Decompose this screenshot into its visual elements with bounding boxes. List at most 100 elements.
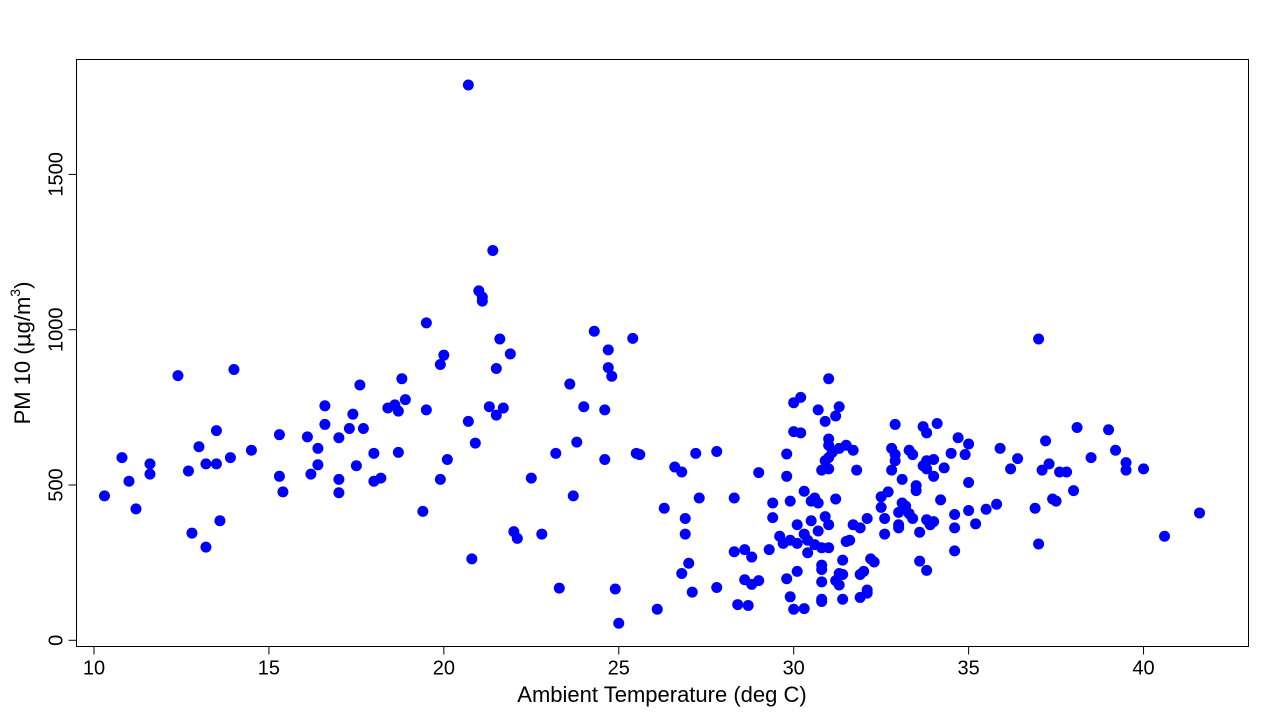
data-point bbox=[746, 551, 758, 563]
data-point bbox=[564, 378, 576, 390]
data-point bbox=[910, 485, 922, 497]
data-point bbox=[504, 348, 516, 360]
data-point bbox=[536, 528, 548, 540]
y-axis-label-prefix: PM 10 ( bbox=[10, 347, 35, 425]
data-point bbox=[851, 464, 863, 476]
data-point bbox=[781, 448, 793, 460]
data-point bbox=[889, 418, 901, 430]
data-point bbox=[921, 427, 933, 439]
data-point bbox=[319, 418, 331, 430]
data-point bbox=[812, 404, 824, 416]
data-point bbox=[921, 564, 933, 576]
data-point bbox=[1040, 435, 1052, 447]
data-point bbox=[333, 432, 345, 444]
data-point bbox=[879, 528, 891, 540]
y-axis-label: PM 10 (μg/m3) bbox=[7, 282, 36, 425]
data-point bbox=[802, 547, 814, 559]
data-point bbox=[462, 415, 474, 427]
data-point bbox=[1033, 538, 1045, 550]
y-axis-label-superscript: 3 bbox=[7, 289, 23, 297]
data-point bbox=[602, 362, 614, 374]
data-point bbox=[798, 485, 810, 497]
data-point bbox=[98, 490, 110, 502]
data-point bbox=[301, 431, 313, 443]
data-point bbox=[1005, 463, 1017, 475]
data-point bbox=[1159, 530, 1171, 542]
data-point bbox=[711, 581, 723, 593]
y-tick-label: 1500 bbox=[46, 152, 68, 197]
data-point bbox=[931, 418, 943, 430]
data-point bbox=[588, 325, 600, 337]
y-tick-label: 500 bbox=[46, 468, 68, 501]
data-point bbox=[1061, 466, 1073, 478]
x-tick-label: 20 bbox=[433, 658, 455, 680]
data-point bbox=[914, 555, 926, 567]
data-point bbox=[861, 587, 873, 599]
data-point bbox=[753, 467, 765, 479]
data-point bbox=[805, 515, 817, 527]
data-point bbox=[980, 503, 992, 515]
data-point bbox=[886, 464, 898, 476]
x-tick-label: 15 bbox=[258, 658, 280, 680]
data-point bbox=[739, 544, 751, 556]
data-point bbox=[511, 532, 523, 544]
y-tick-label: 1000 bbox=[46, 307, 68, 352]
data-point bbox=[938, 462, 950, 474]
data-point bbox=[791, 537, 803, 549]
data-point bbox=[273, 429, 285, 441]
data-point bbox=[914, 526, 926, 538]
data-point bbox=[224, 452, 236, 464]
data-point bbox=[970, 518, 982, 530]
data-point bbox=[816, 576, 828, 588]
data-point bbox=[550, 447, 562, 459]
data-point bbox=[837, 554, 849, 566]
x-axis-label: Ambient Temperature (deg C) bbox=[517, 682, 806, 707]
data-point bbox=[816, 595, 828, 607]
data-point bbox=[1050, 495, 1062, 507]
data-point bbox=[392, 446, 404, 458]
data-point bbox=[658, 502, 670, 514]
data-point bbox=[837, 593, 849, 605]
data-point bbox=[305, 468, 317, 480]
data-point bbox=[651, 603, 663, 615]
data-point bbox=[1043, 458, 1055, 470]
data-point bbox=[812, 525, 824, 537]
data-point bbox=[837, 568, 849, 580]
data-point bbox=[182, 465, 194, 477]
data-point bbox=[434, 473, 446, 485]
data-point bbox=[882, 486, 894, 498]
data-point bbox=[312, 442, 324, 454]
data-point bbox=[728, 492, 740, 504]
data-point bbox=[928, 516, 940, 528]
data-point bbox=[319, 400, 331, 412]
data-point bbox=[494, 333, 506, 345]
data-point bbox=[609, 583, 621, 595]
data-point bbox=[357, 422, 369, 434]
data-point bbox=[844, 534, 856, 546]
data-point bbox=[200, 458, 212, 470]
data-point bbox=[567, 490, 579, 502]
data-point bbox=[578, 401, 590, 413]
data-point bbox=[210, 458, 222, 470]
y-axis-label-middle: g/m bbox=[10, 297, 35, 334]
data-point bbox=[1071, 422, 1083, 434]
data-point bbox=[896, 473, 908, 485]
data-point bbox=[952, 432, 964, 444]
data-point bbox=[991, 498, 1003, 510]
data-point bbox=[816, 563, 828, 575]
data-point bbox=[858, 565, 870, 577]
data-point bbox=[420, 404, 432, 416]
data-point bbox=[228, 363, 240, 375]
data-point bbox=[868, 556, 880, 568]
data-point bbox=[487, 245, 499, 257]
data-point bbox=[476, 291, 488, 303]
data-point bbox=[1085, 452, 1097, 464]
data-point bbox=[350, 460, 362, 472]
data-point bbox=[483, 401, 495, 413]
x-tick-label: 40 bbox=[1132, 658, 1154, 680]
data-point bbox=[742, 600, 754, 612]
data-point bbox=[490, 409, 502, 421]
data-point bbox=[186, 527, 198, 539]
data-point bbox=[1012, 453, 1024, 465]
data-point bbox=[417, 505, 429, 517]
